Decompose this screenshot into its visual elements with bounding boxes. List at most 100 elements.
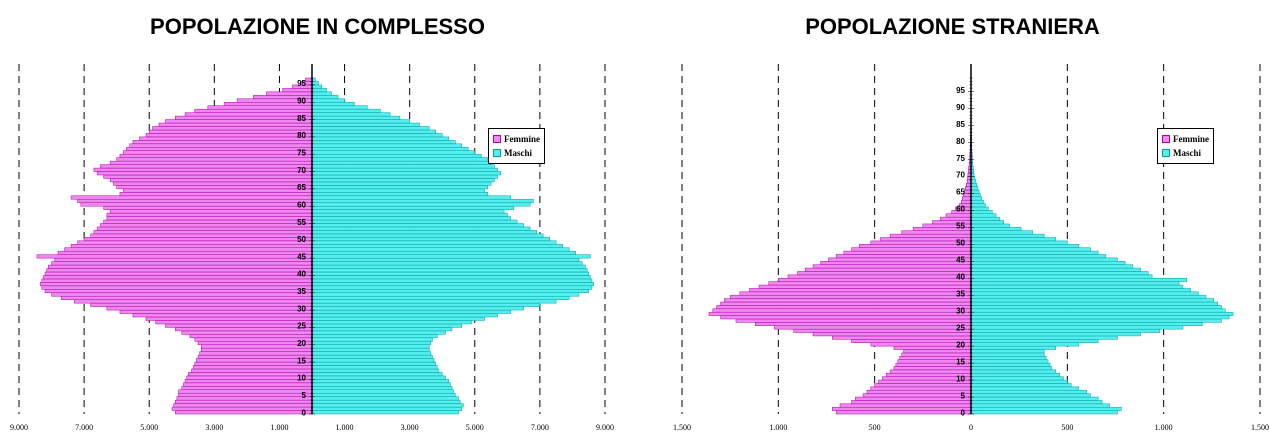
- bar-male: [311, 98, 345, 103]
- bar-male: [311, 205, 515, 210]
- x-tick-label: 3.000: [401, 423, 419, 432]
- bar-female: [724, 298, 972, 303]
- age-label: 65: [297, 183, 306, 192]
- bar-male: [311, 122, 420, 127]
- bar-female: [139, 136, 313, 141]
- x-tick-label: 5.000: [140, 423, 158, 432]
- bar-male: [311, 112, 391, 117]
- bar-female: [901, 352, 972, 357]
- bar-female: [828, 257, 972, 262]
- bar-male: [970, 332, 1141, 337]
- bar-female: [61, 295, 313, 300]
- bar-female: [189, 334, 313, 339]
- bar-female: [48, 264, 313, 269]
- bar-male: [970, 271, 1149, 276]
- bar-female: [41, 278, 313, 283]
- bar-female: [932, 220, 972, 225]
- bar-male: [311, 292, 580, 297]
- bar-female: [103, 174, 313, 179]
- bar-male: [970, 315, 1230, 320]
- bar-male: [970, 396, 1099, 401]
- x-tick-label: 7.000: [531, 423, 549, 432]
- legend-label-male: Maschi: [1173, 148, 1201, 158]
- bar-female: [859, 244, 972, 248]
- bar-male: [970, 328, 1161, 333]
- bar-female: [64, 247, 313, 252]
- bar-female: [183, 382, 313, 387]
- bar-male: [311, 257, 580, 262]
- bar-female: [797, 271, 972, 276]
- bar-female: [152, 126, 313, 131]
- bar-female: [57, 250, 313, 255]
- bar-male: [311, 337, 433, 342]
- bar-male: [311, 410, 459, 415]
- legend-label-female: Femmine: [1173, 134, 1209, 144]
- bar-female: [93, 167, 313, 172]
- bar-male: [311, 178, 495, 183]
- bar-female: [768, 281, 972, 286]
- bar-male: [311, 372, 443, 377]
- bar-male: [311, 181, 492, 186]
- bar-female: [735, 318, 972, 323]
- x-tick-label: 0: [969, 423, 973, 432]
- bar-male: [970, 281, 1180, 286]
- bar-female: [96, 226, 313, 231]
- bar-female: [158, 122, 313, 127]
- bar-female: [188, 372, 313, 377]
- bar-female: [106, 216, 313, 221]
- bar-female: [175, 410, 313, 415]
- bar-male: [311, 389, 454, 394]
- bar-male: [311, 282, 594, 287]
- legend-item-female: Femmine: [1162, 132, 1209, 146]
- bar-male: [311, 101, 355, 106]
- bar-female: [901, 230, 972, 235]
- age-label: 55: [956, 222, 965, 231]
- age-label: 85: [956, 120, 965, 129]
- x-tick-label: 1.500: [673, 423, 691, 432]
- bar-male: [311, 212, 508, 217]
- bar-female: [964, 186, 972, 191]
- bar-male: [970, 379, 1068, 384]
- bar-female: [70, 195, 313, 200]
- bar-female: [196, 358, 313, 363]
- bar-female: [851, 339, 972, 343]
- bar-male: [311, 386, 453, 391]
- bar-female: [851, 247, 972, 252]
- bar-male: [311, 240, 557, 245]
- legend-item-female: Femmine: [493, 132, 540, 146]
- bar-female: [207, 105, 313, 110]
- bar-female: [44, 271, 313, 276]
- bar-female: [739, 291, 972, 296]
- x-tick-label: 1.000: [336, 423, 354, 432]
- bar-male: [311, 320, 472, 325]
- bar-male: [970, 233, 1045, 238]
- x-tick-label: 3.000: [205, 423, 223, 432]
- bar-male: [311, 361, 436, 366]
- age-label: 15: [956, 357, 965, 366]
- bar-male: [970, 301, 1218, 306]
- bar-male: [970, 288, 1191, 293]
- bar-male: [311, 313, 498, 318]
- bar-female: [122, 188, 313, 193]
- bar-male: [311, 91, 332, 96]
- bar-female: [43, 275, 313, 280]
- age-label: 70: [297, 166, 306, 175]
- bar-male: [311, 202, 531, 207]
- age-label: 10: [956, 374, 965, 383]
- bar-male: [970, 284, 1184, 289]
- bar-female: [100, 223, 313, 228]
- x-tick-label: 1.000: [769, 423, 787, 432]
- bar-female: [145, 316, 313, 321]
- bar-male: [970, 359, 1049, 364]
- bar-male: [970, 366, 1053, 371]
- bar-female: [109, 160, 313, 165]
- bar-female: [197, 354, 313, 359]
- bar-female: [729, 294, 972, 299]
- bar-male: [970, 345, 1057, 350]
- bar-female: [90, 233, 313, 238]
- bar-male: [311, 327, 453, 332]
- bar-female: [132, 140, 313, 145]
- bar-male: [311, 285, 593, 290]
- age-label: 90: [297, 97, 306, 106]
- bar-female: [874, 383, 972, 388]
